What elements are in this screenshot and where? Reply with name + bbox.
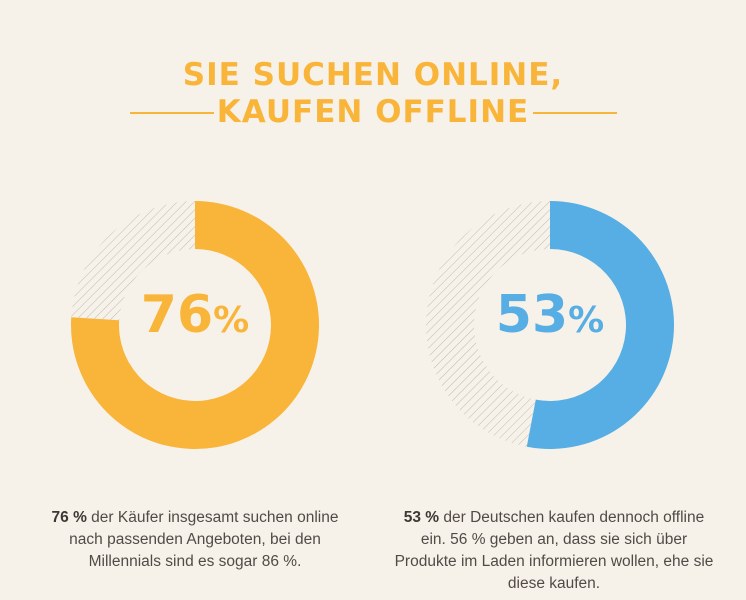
title-rule-left xyxy=(130,112,214,114)
caption-2-lead: 53 % xyxy=(403,509,440,526)
donut-slice-value xyxy=(526,201,674,449)
caption-2-text: der Deutschen kaufen dennoch offline ein… xyxy=(394,509,714,592)
donut-slice-remainder xyxy=(71,201,195,321)
caption-1: 76 % der Käufer insgesamt suchen online … xyxy=(35,507,355,573)
value-number-1: 76 xyxy=(140,285,214,345)
value-percent-sign-1: % xyxy=(213,300,250,341)
value-label-2: 53% xyxy=(470,289,630,341)
title-block: SIE SUCHEN ONLINE, KAUFEN OFFLINE xyxy=(0,0,746,140)
caption-1-lead: 76 % xyxy=(51,509,87,526)
donut-slice-value xyxy=(71,201,320,449)
donut-chart-2 xyxy=(426,201,674,449)
caption-2: 53 % der Deutschen kaufen dennoch offlin… xyxy=(394,507,714,595)
caption-1-text: der Käufer insgesamt suchen online nach … xyxy=(69,509,339,570)
donut-chart-1 xyxy=(71,201,320,449)
page-title-line-1: SIE SUCHEN ONLINE, xyxy=(182,57,564,93)
value-percent-sign-2: % xyxy=(568,300,605,341)
donut-slice-remainder xyxy=(426,201,550,447)
page-title-line-2: KAUFEN OFFLINE xyxy=(216,94,530,130)
title-rule-right xyxy=(533,112,617,114)
value-label-1: 76% xyxy=(115,289,275,341)
value-number-2: 53 xyxy=(495,285,569,345)
